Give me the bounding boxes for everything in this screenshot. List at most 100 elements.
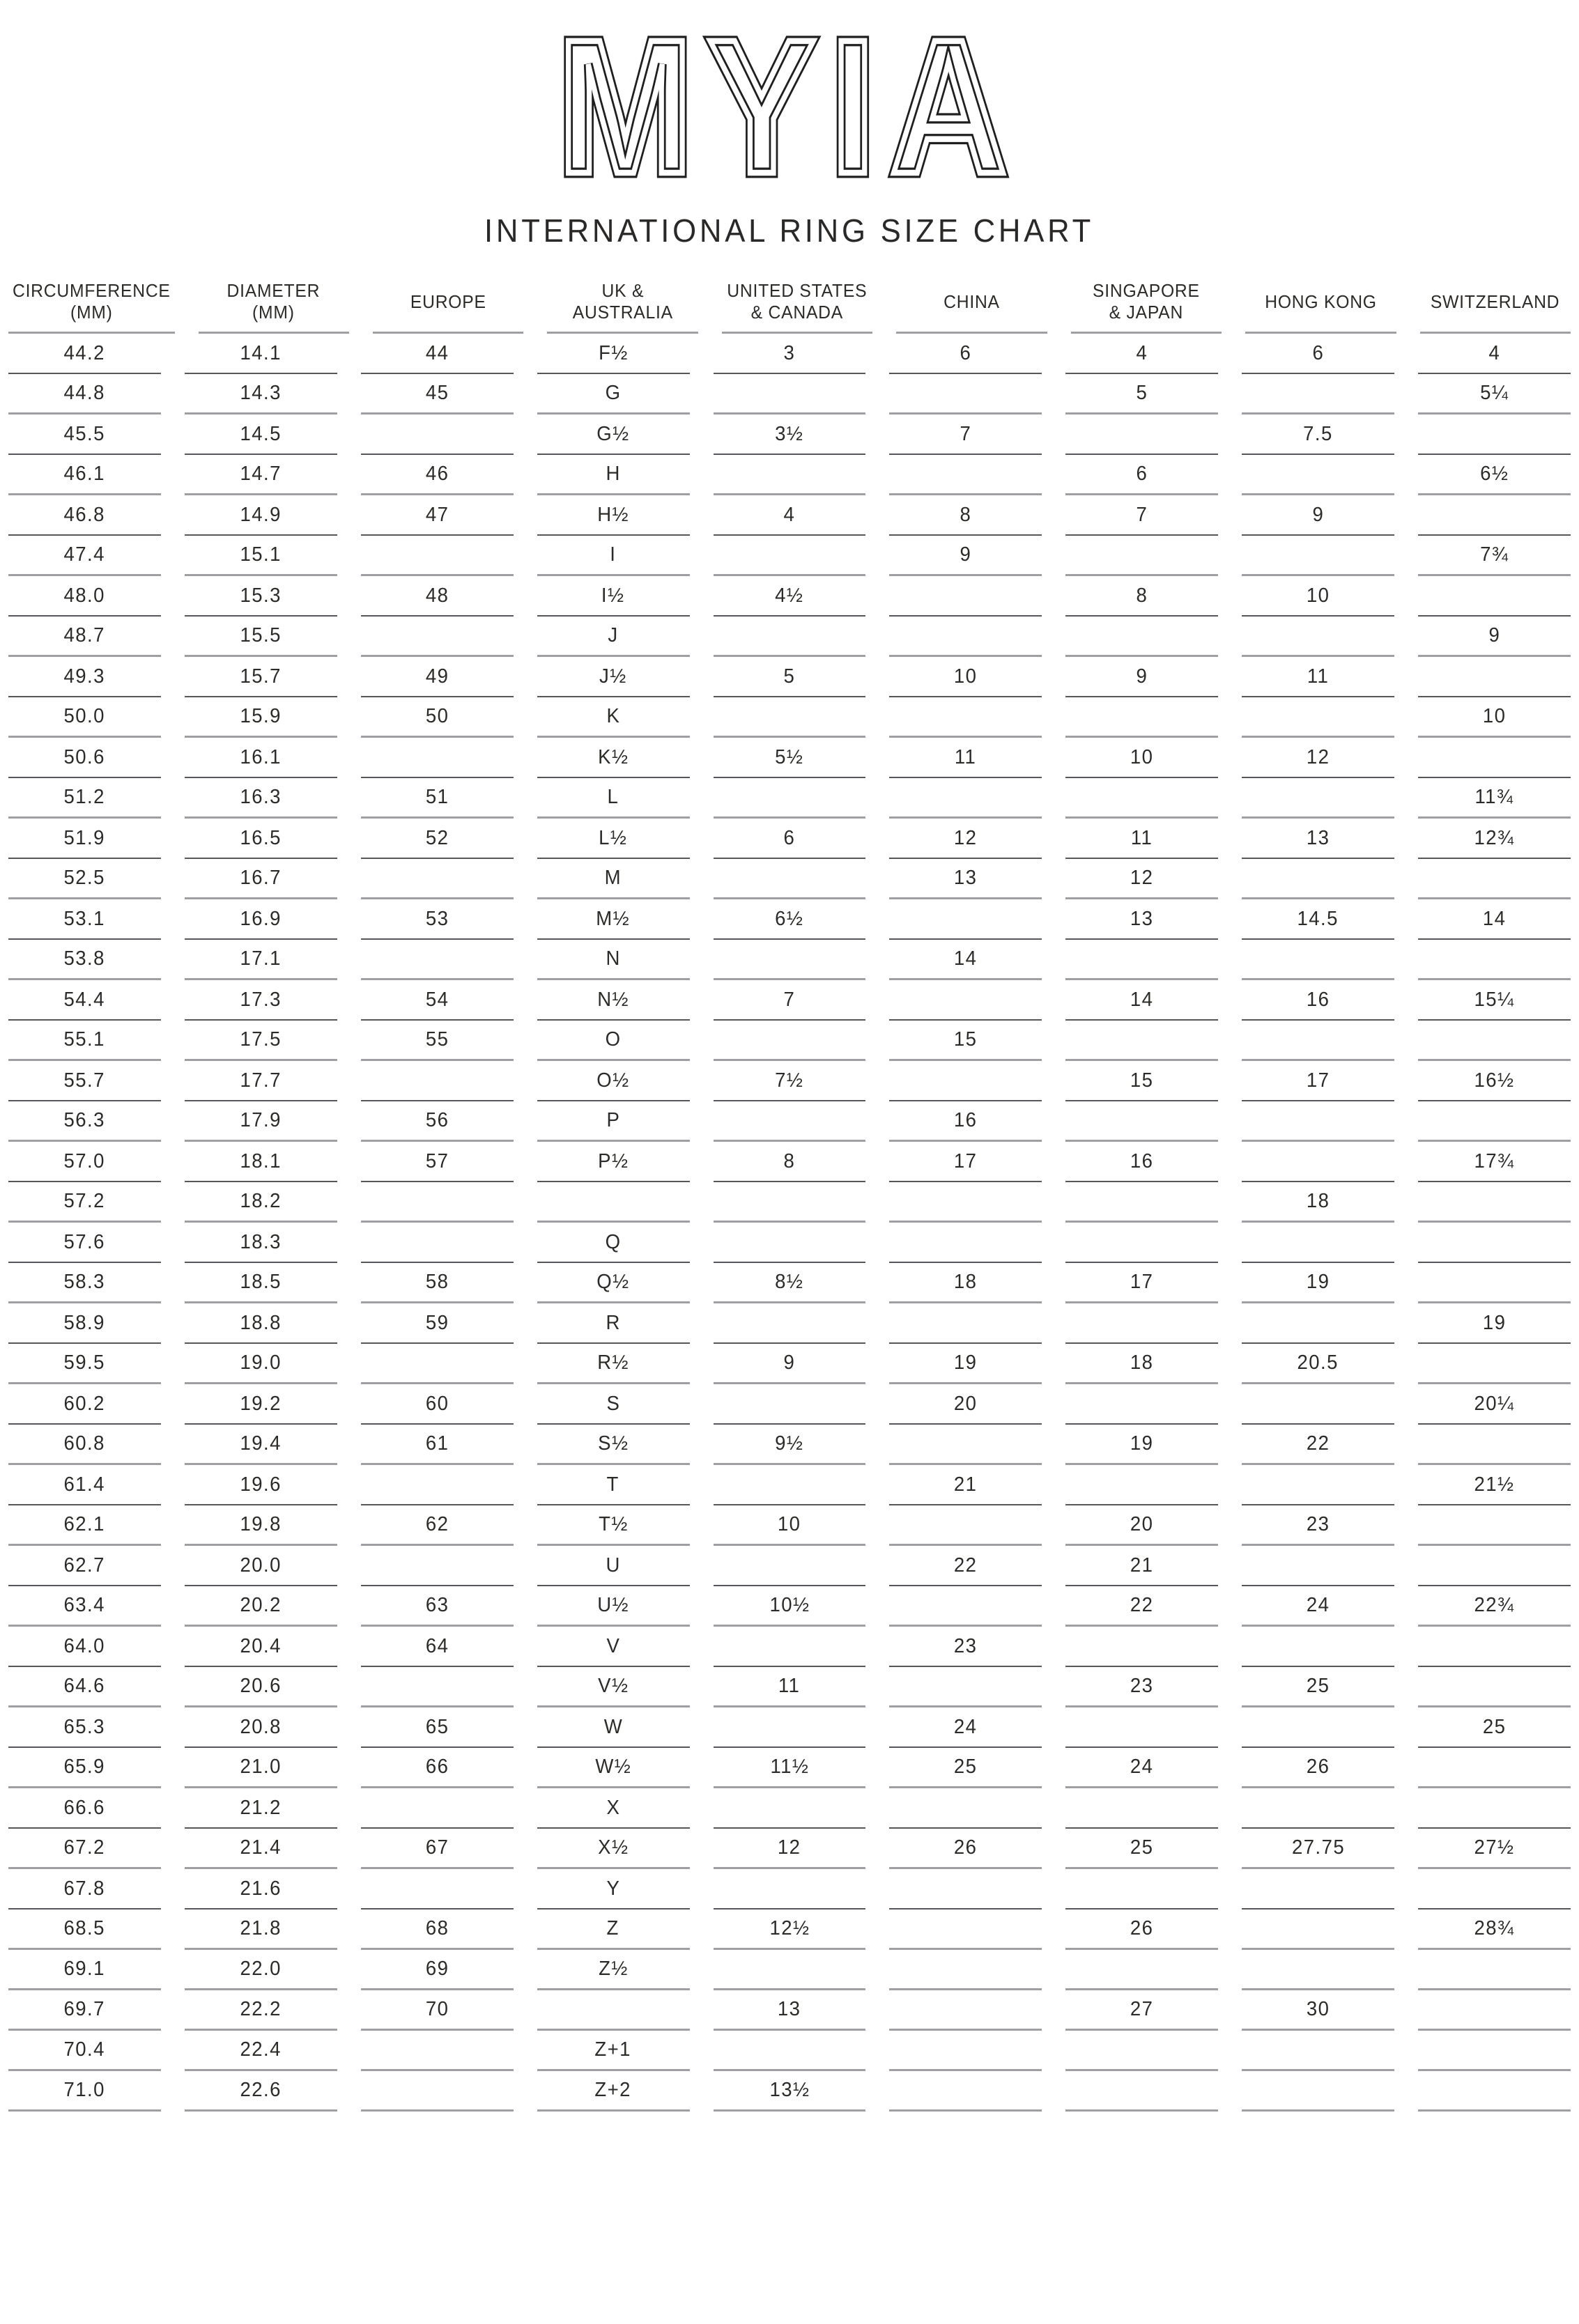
table-cell: 7 (713, 980, 866, 1021)
table-cell (360, 859, 514, 899)
table-cell: 20.0 (184, 1546, 337, 1586)
table-cell (1418, 1788, 1571, 1829)
ring-size-table: CIRCUMFERENCE (MM) DIAMETER (MM) EUROPE UK … (0, 272, 1579, 2112)
table-cell (360, 1869, 514, 1909)
table-cell: 19 (1418, 1303, 1571, 1344)
table-row: 65.9 21.0 66 W½ 11½ 25 24 26 (8, 1748, 1571, 1788)
table-cell: 8 (889, 495, 1042, 536)
table-cell: 16.3 (184, 778, 337, 819)
table-cell: R½ (537, 1344, 690, 1384)
table-cell: 15.1 (184, 536, 337, 576)
table-cell (1418, 657, 1571, 697)
table-cell: 47 (360, 495, 514, 536)
table-cell: 44 (360, 334, 514, 374)
table-cell (537, 1182, 690, 1223)
table-cell: 13 (713, 1990, 866, 2031)
table-cell: 15.5 (184, 617, 337, 657)
table-cell: 11 (1242, 657, 1395, 697)
table-cell: 22 (889, 1546, 1042, 1586)
table-cell: 67 (360, 1829, 514, 1869)
table-cell: 10 (1242, 576, 1395, 617)
table-cell: 14.5 (1242, 899, 1395, 940)
table-cell: 13 (1065, 899, 1219, 940)
table-cell: 4 (713, 495, 866, 536)
table-cell: 62 (360, 1505, 514, 1546)
table-cell (1242, 1142, 1395, 1182)
table-cell: 22.2 (184, 1990, 337, 2031)
table-cell (1065, 1627, 1219, 1667)
table-cell (713, 1223, 866, 1263)
table-cell: T½ (537, 1505, 690, 1546)
table-cell: 6 (713, 819, 866, 859)
table-cell: 19.4 (184, 1425, 337, 1465)
table-cell (1242, 536, 1395, 576)
table-cell: 28¾ (1418, 1909, 1571, 1950)
table-cell: 5 (713, 657, 866, 697)
table-cell: 58.9 (8, 1303, 161, 1344)
table-row: 65.3 20.8 65 W 24 25 (8, 1707, 1571, 1748)
table-row: 46.8 14.9 47 H½ 4 8 7 9 (8, 495, 1571, 536)
table-cell (1242, 1788, 1395, 1829)
table-cell (1065, 617, 1219, 657)
table-cell: W½ (537, 1748, 690, 1788)
table-cell (713, 1182, 866, 1223)
table-cell: 59 (360, 1303, 514, 1344)
table-cell (360, 1465, 514, 1505)
table-cell (713, 1627, 866, 1667)
table-cell: G½ (537, 415, 690, 455)
table-cell: 12½ (713, 1909, 866, 1950)
table-cell: 70 (360, 1990, 514, 2031)
table-cell: 27.75 (1242, 1829, 1395, 1869)
table-cell: 8½ (713, 1263, 866, 1303)
table-row: 57.0 18.1 57 P½ 8 17 16 17¾ (8, 1142, 1571, 1182)
table-cell (713, 1303, 866, 1344)
table-cell (713, 1869, 866, 1909)
table-cell (1242, 617, 1395, 657)
table-cell: 53.1 (8, 899, 161, 940)
table-cell: 46 (360, 455, 514, 495)
table-cell: Z½ (537, 1950, 690, 1990)
table-cell (713, 1950, 866, 1990)
table-cell (1242, 1546, 1395, 1586)
table-cell: 46.8 (8, 495, 161, 536)
table-cell: 46.1 (8, 455, 161, 495)
table-cell (1065, 1384, 1219, 1425)
table-cell: H½ (537, 495, 690, 536)
table-cell (713, 1788, 866, 1829)
table-cell (1242, 374, 1395, 415)
table-row: 57.6 18.3 Q (8, 1223, 1571, 1263)
table-cell: 61 (360, 1425, 514, 1465)
table-cell: K (537, 697, 690, 738)
table-cell (889, 1950, 1042, 1990)
table-cell: 66.6 (8, 1788, 161, 1829)
page-title-text: INTERNATIONAL RING SIZE CHART (484, 212, 1095, 249)
table-cell: 62.1 (8, 1505, 161, 1546)
table-cell (1065, 1303, 1219, 1344)
table-cell: 17.5 (184, 1021, 337, 1061)
table-cell: 25 (1242, 1667, 1395, 1707)
table-cell: 18.1 (184, 1142, 337, 1182)
table-row: 58.9 18.8 59 R 19 (8, 1303, 1571, 1344)
table-cell (1242, 697, 1395, 738)
table-cell: M (537, 859, 690, 899)
column-header: SINGAPORE & JAPAN (1070, 272, 1222, 334)
table-cell (1065, 1021, 1219, 1061)
table-cell (889, 455, 1042, 495)
table-cell: 56.3 (8, 1101, 161, 1142)
table-cell (1418, 1667, 1571, 1707)
table-cell: 26 (889, 1829, 1042, 1869)
table-cell: 17.9 (184, 1101, 337, 1142)
table-cell: 17.1 (184, 940, 337, 980)
table-cell (713, 1707, 866, 1748)
table-cell (1242, 455, 1395, 495)
table-cell: 15¼ (1418, 980, 1571, 1021)
table-cell: 15.3 (184, 576, 337, 617)
table-cell: 12 (1065, 859, 1219, 899)
table-cell: 10 (713, 1505, 866, 1546)
table-cell: 64.0 (8, 1627, 161, 1667)
table-cell (360, 1788, 514, 1829)
table-cell (1418, 1505, 1571, 1546)
table-cell: 58 (360, 1263, 514, 1303)
table-cell: 14.7 (184, 455, 337, 495)
table-cell: W (537, 1707, 690, 1748)
